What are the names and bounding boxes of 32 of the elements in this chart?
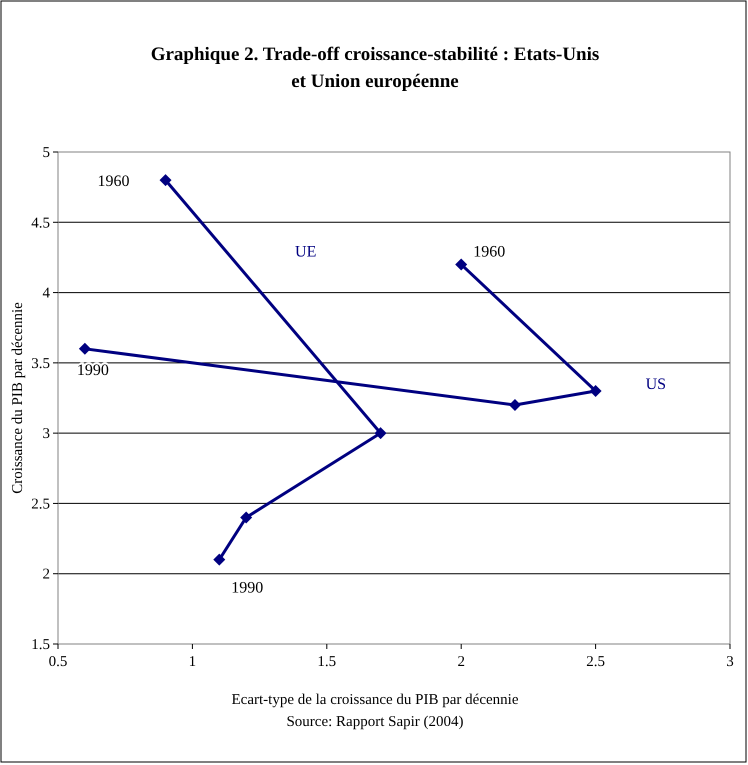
y-tick-label: 3.5 [31, 356, 50, 372]
source-note: Source: Rapport Sapir (2004) [286, 714, 464, 730]
text: US [646, 376, 666, 393]
x-tick-label: 1.5 [317, 654, 336, 670]
annotation: 1990 [231, 580, 264, 597]
y-tick-label: 2 [42, 566, 50, 583]
point [374, 427, 387, 440]
point [455, 258, 468, 270]
y-tick-label: 5 [42, 145, 50, 161]
point [160, 174, 172, 186]
y-tick-label: 1.5 [31, 637, 50, 653]
chart-title: Graphique 2. Trade-off croissance-stabilité : Etats-Unis et Union européenne [150, 44, 600, 92]
y-tick-label: 4 [42, 286, 50, 302]
y-axis-title: Croissance du PIB par décennie [10, 302, 26, 494]
point [213, 554, 226, 566]
x-tick-label: 3 [726, 654, 734, 670]
y-tick-label: 3 [42, 426, 50, 442]
point [508, 399, 521, 412]
annotation: 1960 [473, 243, 506, 260]
text: UE [295, 244, 316, 261]
x-tick-label: 2.5 [586, 654, 605, 670]
x-tick-label: 0.5 [48, 654, 68, 670]
y-tick-label: 4.5 [31, 215, 50, 232]
x-tick-label: 2 [457, 654, 465, 670]
point [78, 342, 91, 355]
x-tick-label: 1 [188, 654, 196, 670]
annotation: 1960 [98, 173, 130, 190]
y-tick-label: 2.5 [31, 496, 50, 512]
x-axis-title: Ecart-type de la croissance du PIB par décennie [232, 692, 519, 708]
point [590, 384, 602, 397]
annotation: 1990 [76, 362, 109, 379]
point [240, 511, 252, 524]
